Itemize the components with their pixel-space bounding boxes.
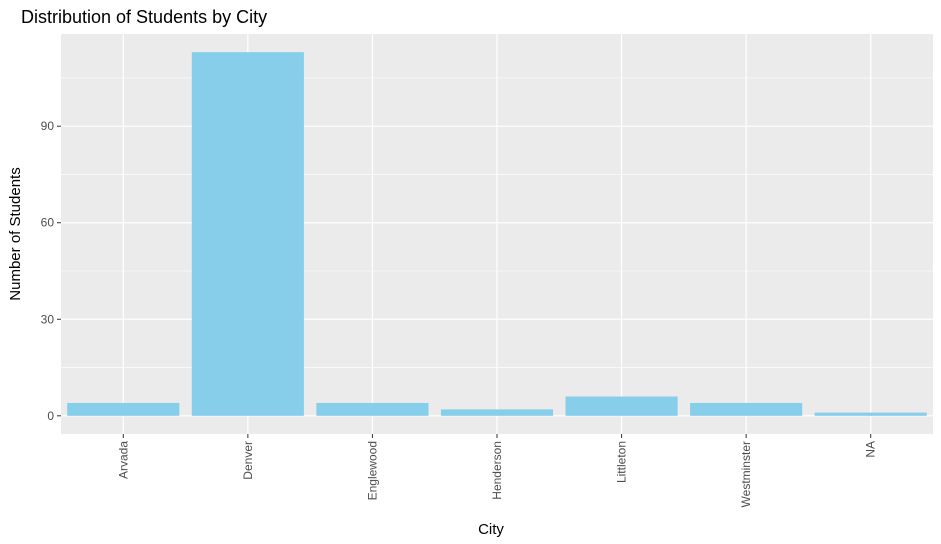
bar-littleton — [565, 396, 678, 416]
x-axis-title: City — [478, 521, 504, 538]
y-tick-label: 90 — [41, 119, 55, 133]
bar-denver — [191, 52, 304, 416]
bar-westminster — [690, 402, 803, 416]
bar-na — [814, 412, 927, 416]
y-tick-label: 60 — [41, 216, 55, 230]
x-tick-label: Littleton — [615, 441, 629, 483]
x-tick-label: Denver — [241, 441, 255, 480]
x-tick-label: Arvada — [116, 441, 130, 479]
y-axis-title: Number of Students — [7, 167, 24, 300]
y-tick-label: 30 — [41, 312, 55, 326]
bar-arvada — [67, 402, 180, 416]
x-tick-label: Westminster — [739, 441, 753, 507]
bar-englewood — [316, 402, 429, 416]
bars — [67, 52, 927, 416]
x-tick-label: Henderson — [490, 441, 504, 500]
y-tick-label: 0 — [47, 409, 54, 423]
bar-henderson — [440, 409, 554, 416]
y-axis: 0 30 60 90 — [41, 119, 61, 423]
chart-title: Distribution of Students by City — [21, 7, 267, 27]
x-tick-label: NA — [864, 441, 878, 458]
x-axis: Arvada Denver Englewood Henderson Littleton W… — [116, 434, 878, 507]
x-tick-label: Englewood — [365, 441, 379, 500]
